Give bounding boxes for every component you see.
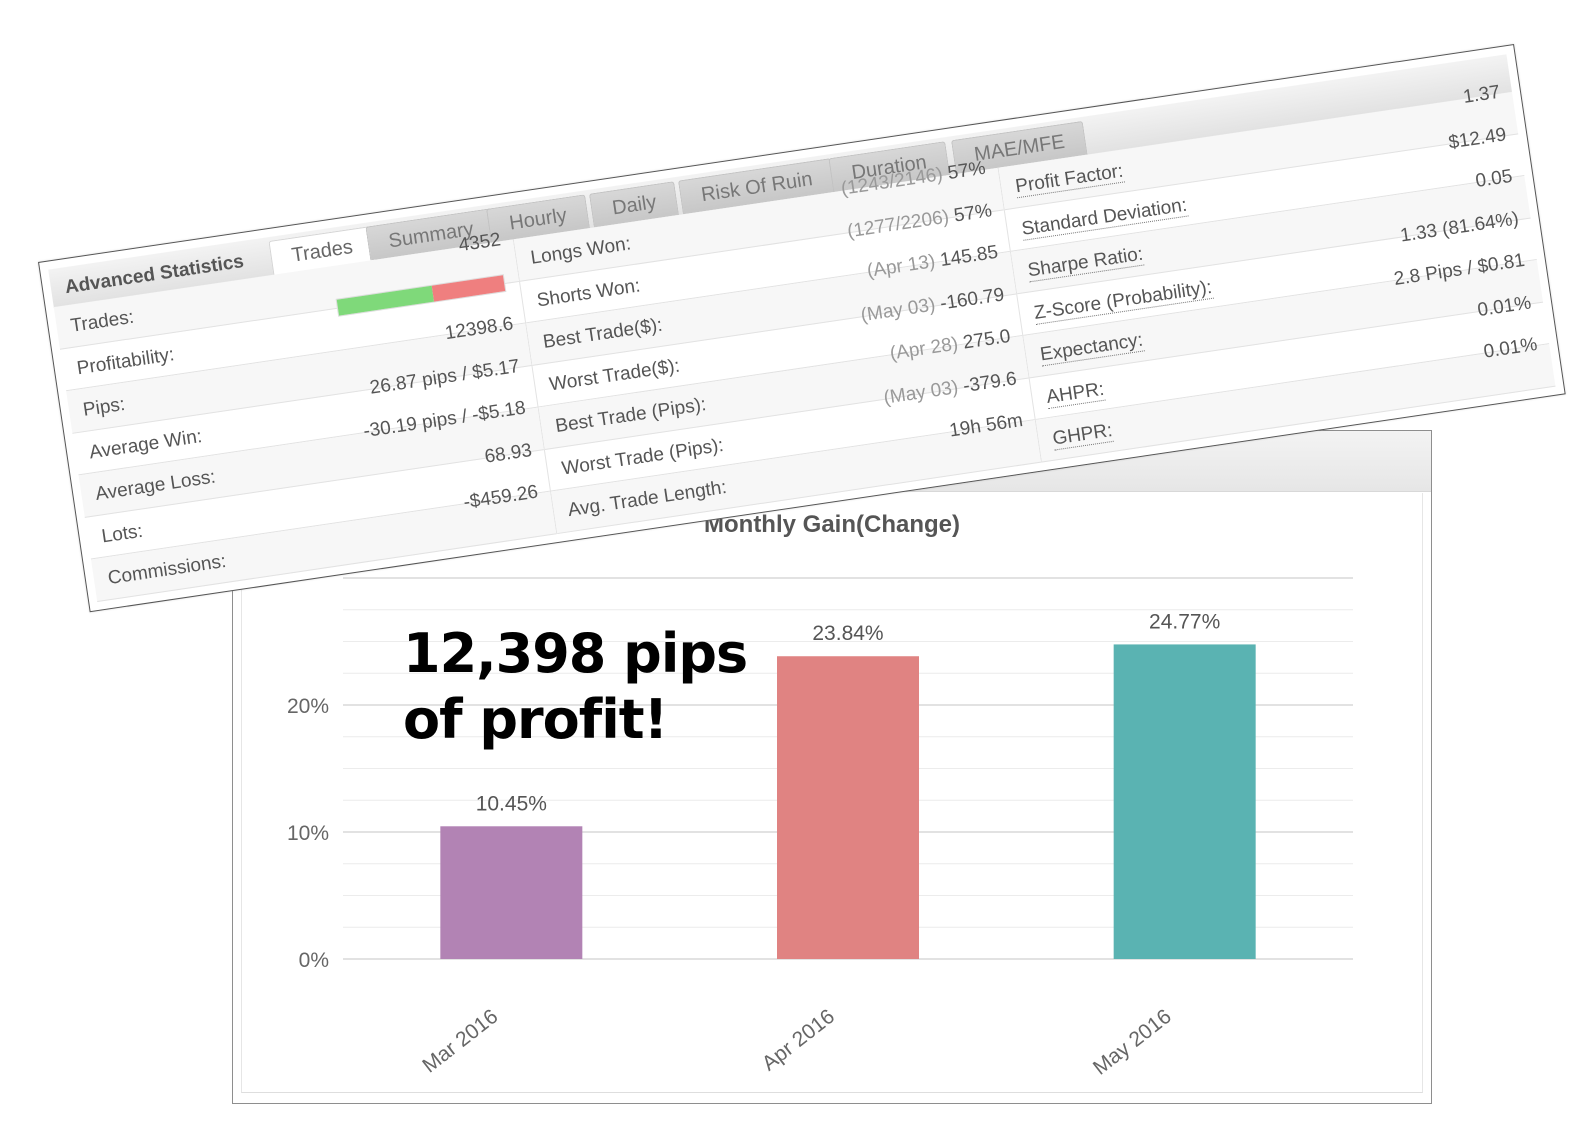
x-tick-label: May 2016 (1089, 1005, 1176, 1080)
stat-label: Shorts Won: (535, 274, 642, 311)
bar (777, 656, 919, 959)
stat-label-text[interactable]: AHPR: (1045, 378, 1106, 409)
stat-label: Expectancy: (1038, 329, 1145, 367)
bar-value-label: 24.77% (1149, 610, 1220, 633)
bar-value-label: 23.84% (812, 622, 883, 645)
stat-label: AHPR: (1045, 378, 1106, 409)
stat-label-text[interactable]: GHPR: (1051, 419, 1114, 451)
profit-callout: 12,398 pips of profit! (403, 621, 748, 753)
y-tick-label: 20% (287, 695, 329, 718)
stat-label: Profit Factor: (1013, 160, 1125, 199)
y-tick-label: 0% (299, 949, 329, 972)
stat-value: 0.05 (1474, 165, 1514, 193)
x-tick-label: Apr 2016 (758, 1005, 839, 1076)
bar (1113, 644, 1256, 959)
bar-value-label: 10.45% (476, 792, 547, 815)
bar-chart: 0% 10% 20% 10.45% Mar 2016 23.84% Apr 2016 24.7… (287, 577, 1353, 1080)
stat-value: 4352 (457, 229, 503, 257)
y-tick-label: 10% (287, 822, 329, 845)
stat-label: Lots: (100, 520, 145, 548)
stat-label-text[interactable]: Expectancy: (1038, 329, 1145, 367)
stat-value: 1.37 (1461, 81, 1502, 108)
stat-number: 57% (952, 199, 994, 227)
stat-label: Commissions: (106, 550, 228, 590)
bar (440, 826, 583, 959)
stat-label-text[interactable]: Profit Factor: (1013, 160, 1125, 199)
stat-label: Average Win: (87, 425, 204, 463)
chart-frame (241, 493, 1423, 1093)
callout-line-2: of profit! (403, 688, 668, 751)
stat-label: Pips: (81, 393, 127, 421)
stat-label: Trades: (69, 306, 136, 337)
stat-label: GHPR: (1051, 419, 1114, 451)
stat-label: Profitability: (75, 343, 176, 379)
callout-line-1: 12,398 pips (403, 622, 748, 685)
stat-number: 57% (946, 157, 987, 185)
stat-label: Longs Won: (529, 233, 633, 269)
x-tick-label: Mar 2016 (418, 1005, 502, 1078)
chart-title: Monthly Gain(Change) (704, 511, 960, 538)
